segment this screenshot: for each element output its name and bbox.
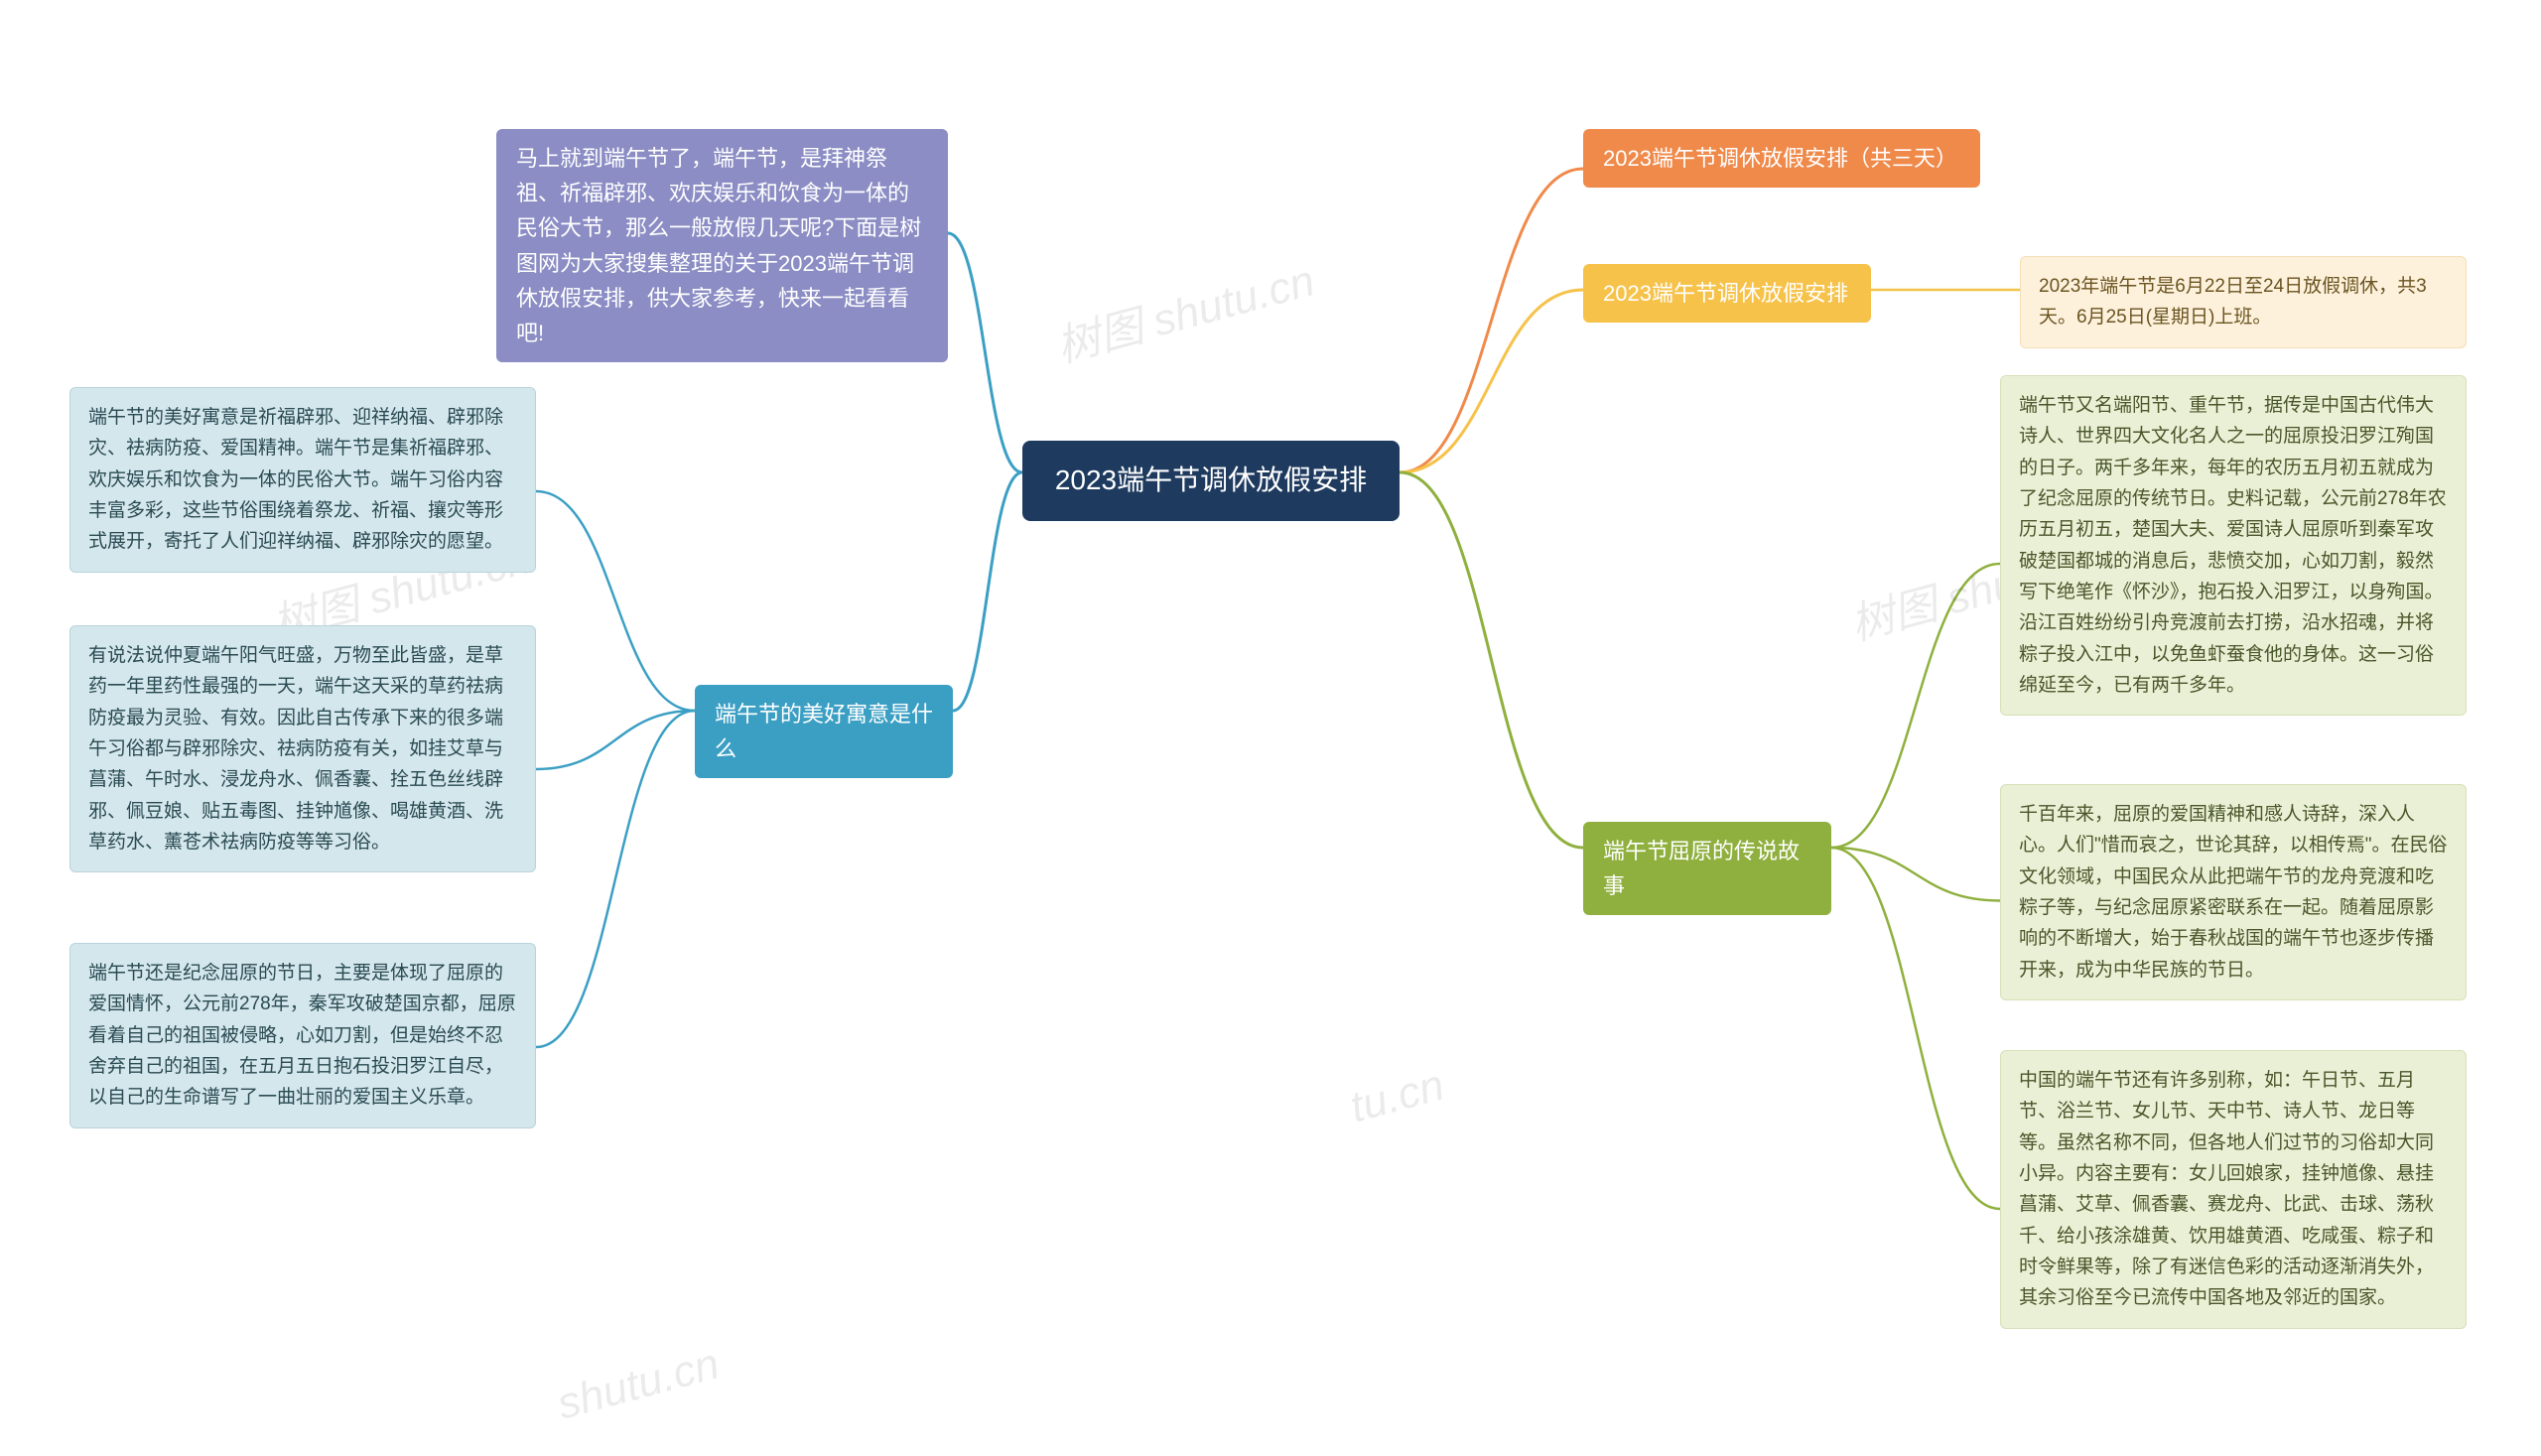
branch-label: 马上就到端午节了，端午节，是拜神祭祖、祈福辟邪、欢庆娱乐和饮食为一体的民俗大节，… [516,146,921,345]
leaf-text: 端午节的美好寓意是祈福辟邪、迎祥纳福、辟邪除灾、祛病防疫、爱国精神。端午节是集祈… [88,407,503,552]
branch-label: 2023端午节调休放假安排（共三天） [1603,146,1957,171]
leaf-story-1[interactable]: 千百年来，屈原的爱国精神和感人诗辞，深入人心。人们"惜而哀之，世论其辞，以相传焉… [2000,784,2467,1000]
branch-schedule[interactable]: 2023端午节调休放假安排 [1583,264,1871,323]
leaf-schedule-0[interactable]: 2023年端午节是6月22日至24日放假调休，共3天。6月25日(星期日)上班。 [2020,256,2467,348]
branch-story[interactable]: 端午节屈原的传说故事 [1583,822,1831,915]
branch-label: 端午节屈原的传说故事 [1603,839,1800,898]
leaf-text: 中国的端午节还有许多别称，如：午日节、五月节、浴兰节、女儿节、天中节、诗人节、龙… [2019,1070,2434,1308]
branch-schedule3[interactable]: 2023端午节调休放假安排（共三天） [1583,129,1980,188]
leaf-text: 千百年来，屈原的爱国精神和感人诗辞，深入人心。人们"惜而哀之，世论其辞，以相传焉… [2019,804,2448,981]
watermark: shutu.cn [552,1339,725,1429]
branch-intro[interactable]: 马上就到端午节了，端午节，是拜神祭祖、祈福辟邪、欢庆娱乐和饮食为一体的民俗大节，… [496,129,948,362]
leaf-story-0[interactable]: 端午节又名端阳节、重午节，据传是中国古代伟大诗人、世界四大文化名人之一的屈原投汨… [2000,375,2467,716]
leaf-meaning-0[interactable]: 端午节的美好寓意是祈福辟邪、迎祥纳福、辟邪除灾、祛病防疫、爱国精神。端午节是集祈… [69,387,536,573]
leaf-meaning-2[interactable]: 端午节还是纪念屈原的节日，主要是体现了屈原的爱国情怀，公元前278年，秦军攻破楚… [69,943,536,1128]
leaf-text: 有说法说仲夏端午阳气旺盛，万物至此皆盛，是草药一年里药性最强的一天，端午这天采的… [88,645,503,853]
branch-meaning[interactable]: 端午节的美好寓意是什么 [695,685,953,778]
leaf-meaning-1[interactable]: 有说法说仲夏端午阳气旺盛，万物至此皆盛，是草药一年里药性最强的一天，端午这天采的… [69,625,536,872]
leaf-story-2[interactable]: 中国的端午节还有许多别称，如：午日节、五月节、浴兰节、女儿节、天中节、诗人节、龙… [2000,1050,2467,1329]
center-label: 2023端午节调休放假安排 [1055,464,1367,495]
branch-label: 端午节的美好寓意是什么 [715,702,933,761]
center-node[interactable]: 2023端午节调休放假安排 [1022,441,1400,521]
leaf-text: 端午节还是纪念屈原的节日，主要是体现了屈原的爱国情怀，公元前278年，秦军攻破楚… [88,963,516,1108]
leaf-text: 2023年端午节是6月22日至24日放假调休，共3天。6月25日(星期日)上班。 [2039,276,2427,328]
branch-label: 2023端午节调休放假安排 [1603,281,1848,306]
watermark: tu.cn [1345,1061,1449,1133]
leaf-text: 端午节又名端阳节、重午节，据传是中国古代伟大诗人、世界四大文化名人之一的屈原投汨… [2019,395,2447,696]
watermark: 树图 shutu.cn [1048,245,1320,375]
